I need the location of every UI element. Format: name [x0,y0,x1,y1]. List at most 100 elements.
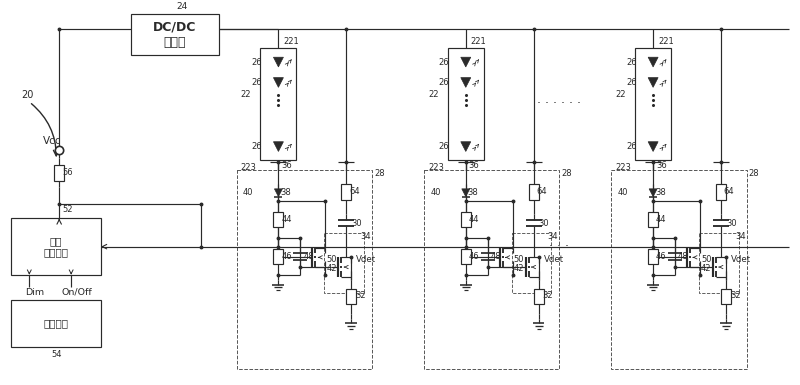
Text: 26: 26 [626,142,637,151]
Text: 26: 26 [439,78,450,87]
Bar [11,300,101,347]
Text: 26: 26 [439,58,450,67]
Text: 26: 26 [251,142,262,151]
Polygon shape [461,78,470,87]
Text: Dim: Dim [26,288,45,297]
Text: 36: 36 [469,161,479,169]
Text: 30: 30 [726,219,737,228]
Text: 46: 46 [282,252,292,261]
Bar [611,170,746,369]
Bar [635,49,671,160]
Bar [324,233,364,293]
Text: 22: 22 [615,90,626,99]
Text: 42: 42 [701,264,711,273]
Text: 40: 40 [243,188,254,197]
Text: 20: 20 [22,90,34,100]
Text: Vdet: Vdet [731,255,751,264]
Text: 28: 28 [374,169,385,178]
Bar [274,249,283,264]
Text: 64: 64 [349,187,360,196]
Text: 22: 22 [241,90,251,99]
Text: 36: 36 [282,161,292,169]
Text: 52: 52 [62,205,73,214]
Text: 50: 50 [514,255,524,264]
Polygon shape [648,142,658,151]
Bar [424,170,559,369]
Text: 50: 50 [326,255,337,264]
Text: 40: 40 [618,188,628,197]
Text: Vcc: Vcc [43,136,62,146]
Text: 223: 223 [615,163,631,172]
Text: DC/DC
转换器: DC/DC 转换器 [153,21,197,49]
Bar [461,249,470,264]
Text: 48: 48 [678,252,689,261]
Text: 42: 42 [326,264,337,273]
Text: 64: 64 [724,187,734,196]
Text: 24: 24 [177,2,188,11]
Text: 38: 38 [281,188,291,197]
Bar [131,15,218,55]
Text: 56: 56 [62,168,73,177]
Polygon shape [461,57,470,67]
Text: 221: 221 [658,37,674,45]
Text: 26: 26 [251,78,262,87]
Text: 30: 30 [351,219,362,228]
Text: On/Off: On/Off [61,288,92,297]
Text: 42: 42 [514,264,524,273]
Bar [237,170,372,369]
Polygon shape [461,142,470,151]
Text: 28: 28 [562,169,572,178]
Bar [11,218,101,275]
Bar [534,289,543,305]
Text: 223: 223 [428,163,444,172]
Text: 38: 38 [655,188,666,197]
Text: 26: 26 [439,142,450,151]
Text: 48: 48 [303,252,314,261]
Text: Vdet: Vdet [543,255,564,264]
Polygon shape [274,189,282,197]
Text: 40: 40 [430,188,441,197]
Text: 22: 22 [428,90,438,99]
Bar [342,184,351,199]
Text: 34: 34 [360,233,370,241]
Text: 44: 44 [282,215,292,224]
Text: 64: 64 [537,187,547,196]
Polygon shape [274,78,283,87]
Bar [54,165,64,181]
Text: 32: 32 [542,291,553,300]
Bar [448,49,484,160]
Text: 46: 46 [469,252,479,261]
Text: 28: 28 [749,169,759,178]
Bar [274,212,283,227]
Bar [699,233,739,293]
Text: Vdet: Vdet [356,255,376,264]
Text: 开关
控制电路: 开关 控制电路 [44,236,69,258]
Text: 38: 38 [468,188,478,197]
Bar [529,184,538,199]
Polygon shape [274,142,283,151]
Text: 46: 46 [656,252,666,261]
Bar [512,233,551,293]
Text: · · · · · ·: · · · · · · [538,97,582,110]
Text: 32: 32 [355,291,366,300]
Polygon shape [649,189,657,197]
Text: 44: 44 [656,215,666,224]
Text: 44: 44 [469,215,479,224]
Polygon shape [462,189,470,197]
Text: 50: 50 [701,255,711,264]
Bar [648,212,658,227]
Text: 26: 26 [626,78,637,87]
Bar [716,184,726,199]
Text: 34: 34 [547,233,558,241]
Text: 32: 32 [730,291,741,300]
Text: 54: 54 [51,350,62,359]
Bar [346,289,356,305]
Text: 26: 26 [251,58,262,67]
Text: 30: 30 [538,219,549,228]
Text: 221: 221 [470,37,486,45]
Text: 223: 223 [241,163,257,172]
Polygon shape [648,78,658,87]
Text: 48: 48 [490,252,502,261]
Text: · · ·: · · · [550,240,570,253]
Text: 主板电路: 主板电路 [44,318,69,328]
